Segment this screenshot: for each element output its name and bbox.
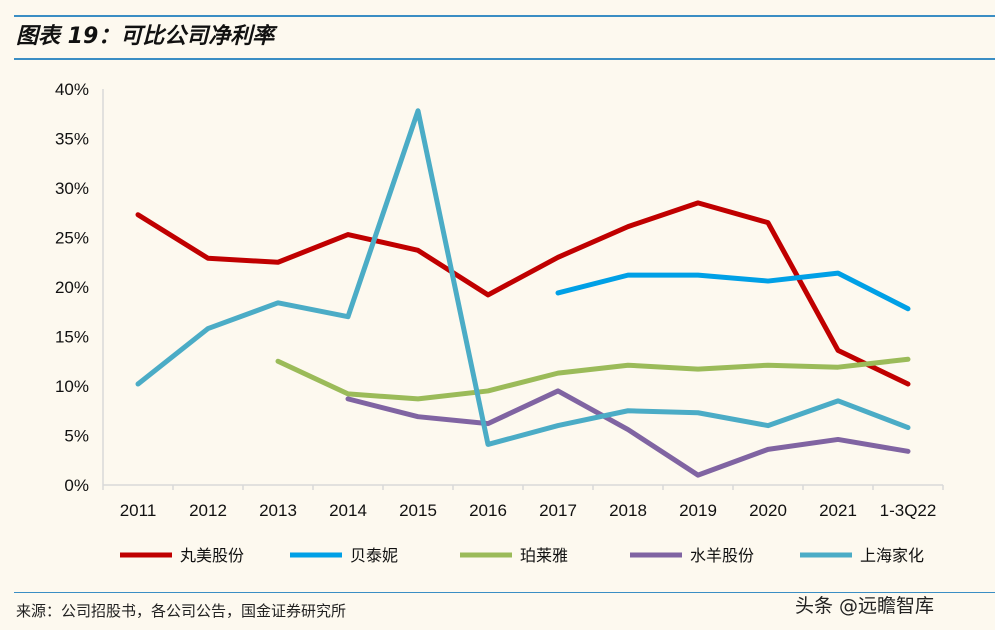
legend-label: 珀莱雅 [520, 546, 568, 565]
top-rule [14, 15, 995, 17]
series-line-2 [275, 356, 911, 402]
y-tick-label: 0% [64, 476, 89, 495]
bottom-rule [14, 592, 995, 593]
x-tick-label: 2018 [609, 501, 647, 520]
y-tick-label: 15% [55, 328, 89, 347]
x-tick-label: 2011 [120, 501, 157, 520]
x-tick-label: 2012 [189, 501, 227, 520]
y-tick-label: 40% [55, 80, 89, 99]
watermark: 头条 @远瞻智库 [795, 595, 935, 617]
x-tick-label: 2014 [329, 501, 367, 520]
x-tick-label: 2016 [469, 501, 507, 520]
series-line-0 [135, 200, 911, 387]
x-tick-label: 2021 [819, 501, 857, 520]
x-tick-label: 2015 [399, 501, 437, 520]
x-tick-label: 2017 [539, 501, 577, 520]
series-line-4 [135, 108, 911, 447]
legend-label: 丸美股份 [180, 546, 244, 565]
figure-title: 图表 19：可比公司净利率 [16, 24, 275, 49]
title-rule [14, 58, 995, 60]
series-line-1 [555, 270, 911, 312]
x-tick-label: 2020 [749, 501, 787, 520]
y-tick-label: 20% [55, 278, 89, 297]
x-tick-label: 1-3Q22 [880, 501, 937, 520]
legend-label: 贝泰妮 [350, 546, 398, 565]
x-tick-label: 2013 [259, 501, 297, 520]
legend-label: 上海家化 [860, 546, 924, 565]
line-chart: 0% 5% 10% 15% 20% 25% 30% 35% 40% 2011 2012 2013 201… [55, 80, 944, 565]
source-note: 来源：公司招股书，各公司公告，国金证券研究所 [16, 602, 347, 620]
y-tick-label: 30% [55, 179, 89, 198]
y-tick-label: 5% [64, 427, 89, 446]
legend-label: 水羊股份 [690, 546, 754, 565]
y-tick-label: 35% [55, 130, 89, 149]
y-tick-label: 25% [55, 229, 89, 248]
y-tick-label: 10% [55, 377, 89, 396]
x-tick-label: 2019 [679, 501, 717, 520]
